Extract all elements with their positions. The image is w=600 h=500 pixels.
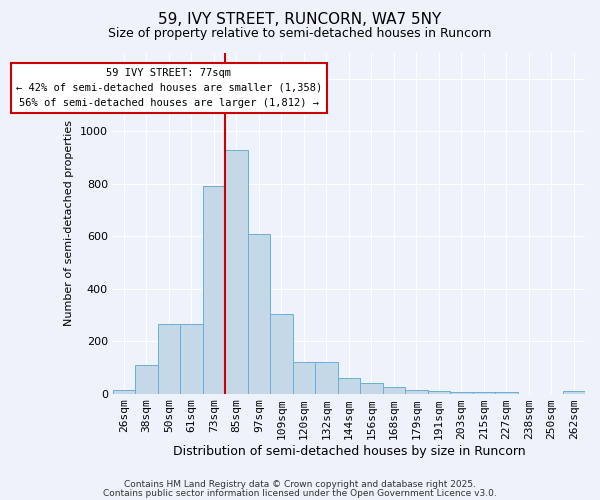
Bar: [135, 364, 158, 394]
Text: Contains public sector information licensed under the Open Government Licence v3: Contains public sector information licen…: [103, 488, 497, 498]
Bar: [293, 362, 315, 394]
Bar: [563, 391, 585, 394]
Bar: [270, 314, 293, 394]
Bar: [450, 392, 473, 394]
Bar: [338, 378, 360, 394]
Bar: [495, 392, 518, 394]
Bar: [428, 391, 450, 394]
Text: Contains HM Land Registry data © Crown copyright and database right 2025.: Contains HM Land Registry data © Crown c…: [124, 480, 476, 489]
Y-axis label: Number of semi-detached properties: Number of semi-detached properties: [64, 120, 74, 326]
Bar: [473, 392, 495, 394]
Text: 59, IVY STREET, RUNCORN, WA7 5NY: 59, IVY STREET, RUNCORN, WA7 5NY: [158, 12, 442, 28]
Text: Size of property relative to semi-detached houses in Runcorn: Size of property relative to semi-detach…: [109, 28, 491, 40]
Text: 59 IVY STREET: 77sqm
← 42% of semi-detached houses are smaller (1,358)
56% of se: 59 IVY STREET: 77sqm ← 42% of semi-detac…: [16, 68, 322, 108]
Bar: [113, 390, 135, 394]
Bar: [180, 324, 203, 394]
Bar: [405, 390, 428, 394]
Bar: [248, 234, 270, 394]
Bar: [158, 324, 180, 394]
Bar: [203, 186, 225, 394]
Bar: [383, 387, 405, 394]
Bar: [225, 150, 248, 394]
Bar: [360, 383, 383, 394]
X-axis label: Distribution of semi-detached houses by size in Runcorn: Distribution of semi-detached houses by …: [173, 444, 525, 458]
Bar: [315, 362, 338, 394]
